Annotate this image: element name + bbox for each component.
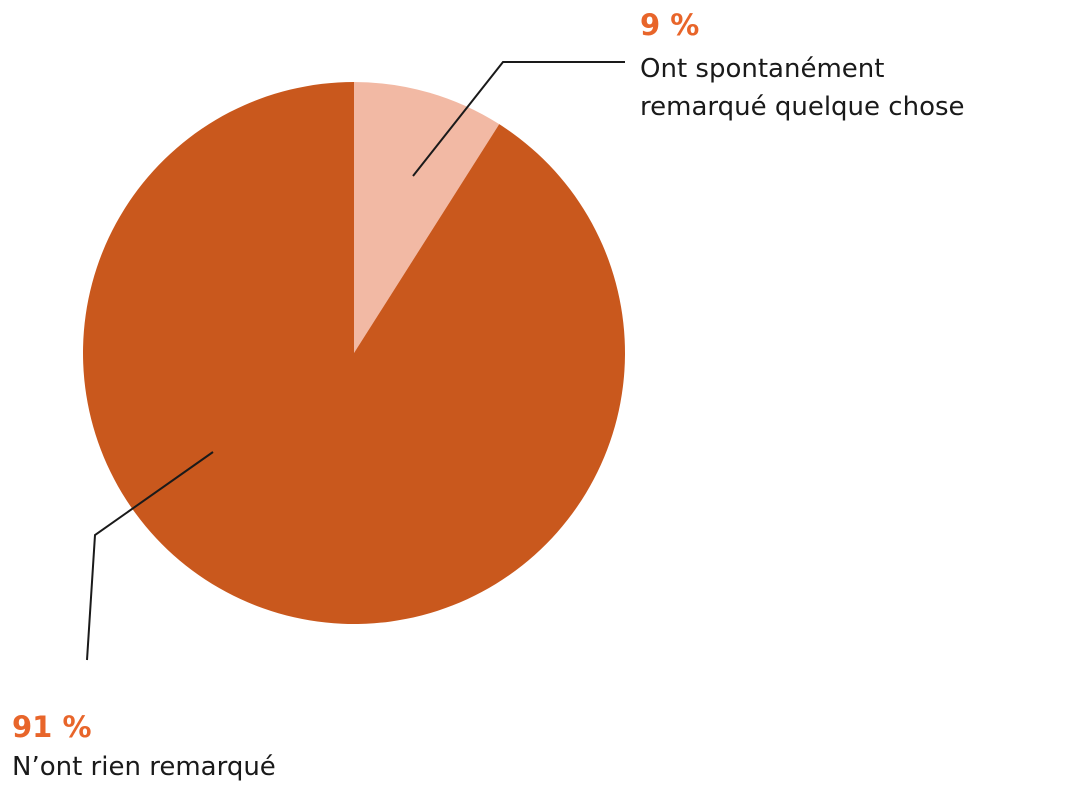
slices — [83, 81, 626, 624]
pie-slice — [354, 82, 500, 353]
value-label: 91 % — [12, 710, 92, 744]
pie-slice — [83, 81, 626, 624]
category-label: Ont spontanément remarqué quelque chose — [640, 54, 965, 122]
leader-line — [86, 451, 214, 661]
category-label: N’ont rien remarqué — [12, 752, 276, 782]
value-label: 9 % — [640, 8, 700, 42]
leader-line — [412, 61, 625, 177]
